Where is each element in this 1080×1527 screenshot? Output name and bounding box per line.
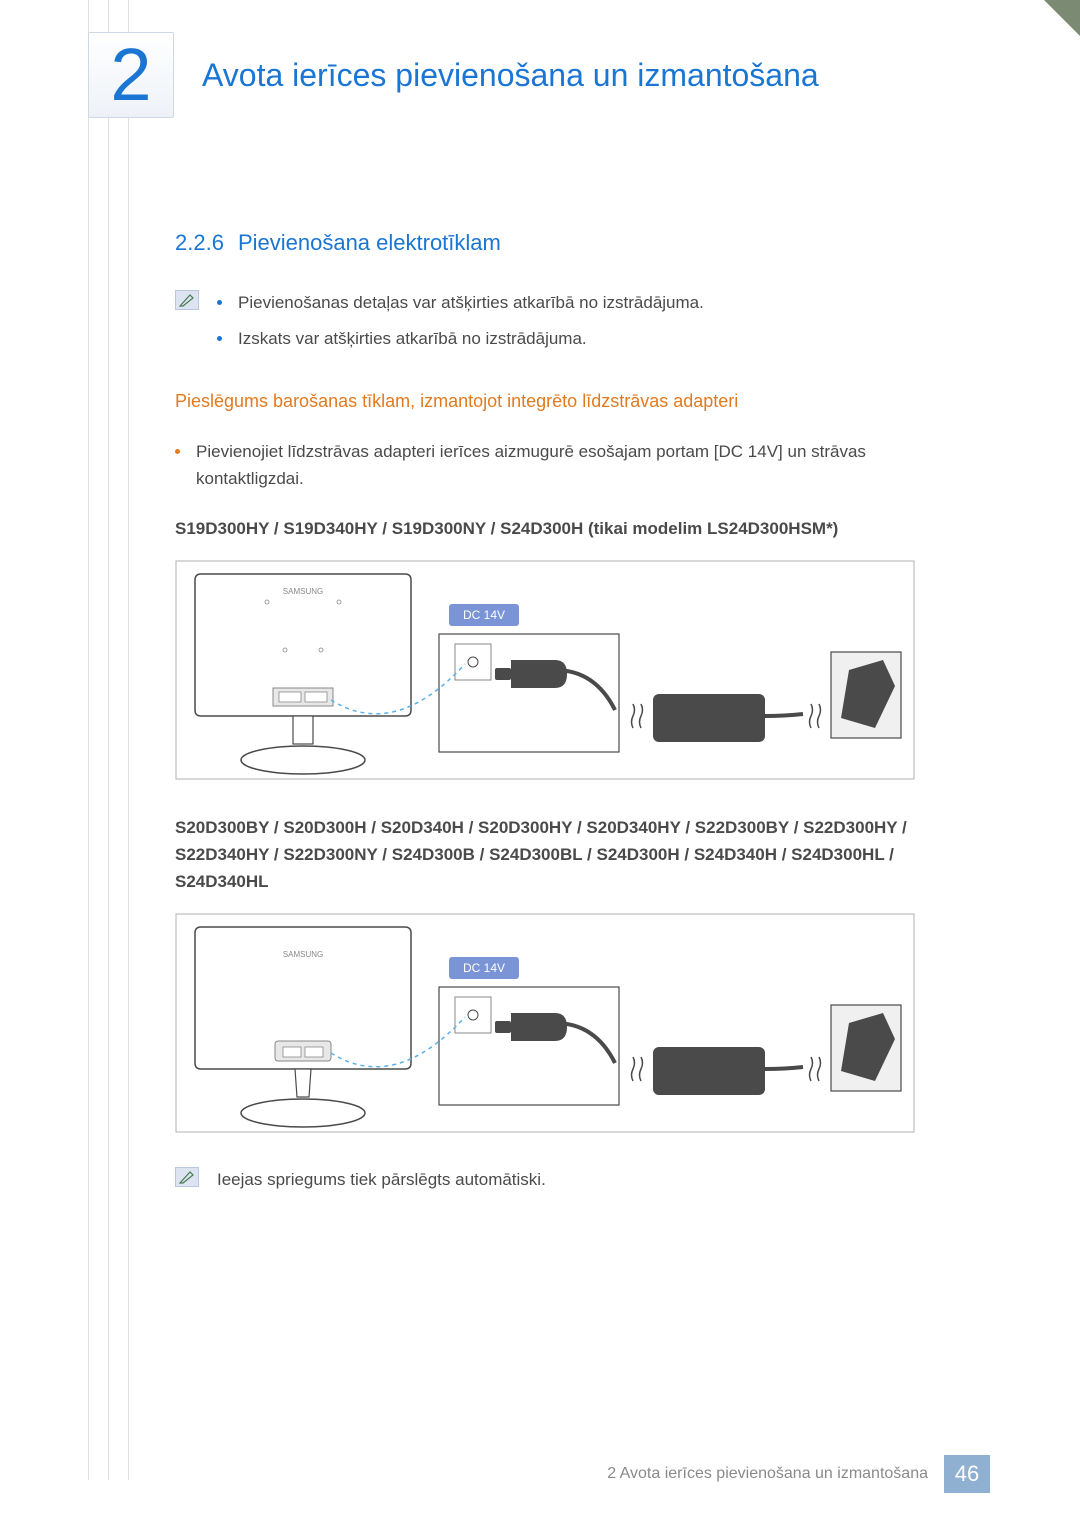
chapter-header: 2 Avota ierīces pievienošana un izmantoš… bbox=[88, 32, 819, 118]
note-text: Pievienošanas detaļas var atšķirties atk… bbox=[238, 290, 704, 316]
note-icon bbox=[175, 1167, 199, 1187]
bullet-dot bbox=[217, 336, 222, 341]
corner-decoration bbox=[1044, 0, 1080, 36]
subsection-heading: Pieslēgums barošanas tīklam, izmantojot … bbox=[175, 389, 965, 414]
vertical-rule bbox=[128, 0, 129, 1480]
body-text: Pievienojiet līdzstrāvas adapteri ierīce… bbox=[196, 438, 965, 492]
note-list: Pievienošanas detaļas var atšķirties atk… bbox=[217, 290, 965, 361]
page-number: 46 bbox=[944, 1455, 990, 1493]
note-text: Ieejas spriegums tiek pārslēgts automāti… bbox=[217, 1167, 965, 1193]
section-heading: 2.2.6 Pievienošana elektrotīklam bbox=[175, 230, 965, 256]
note-icon bbox=[175, 290, 199, 310]
note-block: Pievienošanas detaļas var atšķirties atk… bbox=[175, 290, 965, 361]
section-number: 2.2.6 bbox=[175, 230, 224, 256]
bullet-dot bbox=[217, 300, 222, 305]
note-text: Izskats var atšķirties atkarībā no izstr… bbox=[238, 326, 587, 352]
port-label: DC 14V bbox=[463, 961, 505, 975]
chapter-number-box: 2 bbox=[88, 32, 174, 118]
connection-diagram-1: SAMSUNG DC 14V bbox=[175, 560, 965, 780]
vertical-rule bbox=[88, 0, 89, 1480]
footer-text: 2 Avota ierīces pievienošana un izmantoš… bbox=[607, 1465, 928, 1483]
page-footer: 2 Avota ierīces pievienošana un izmantoš… bbox=[607, 1455, 990, 1493]
note-item: Pievienošanas detaļas var atšķirties atk… bbox=[217, 290, 965, 316]
connection-diagram-2: SAMSUNG DC 14V bbox=[175, 913, 965, 1133]
port-label: DC 14V bbox=[463, 608, 505, 622]
section-title: Pievienošana elektrotīklam bbox=[238, 230, 501, 256]
vertical-rule bbox=[108, 0, 109, 1480]
model-list: S19D300HY / S19D340HY / S19D300NY / S24D… bbox=[175, 515, 965, 542]
note-item: Izskats var atšķirties atkarībā no izstr… bbox=[217, 326, 965, 352]
bullet-dot bbox=[175, 449, 180, 454]
note-block: Ieejas spriegums tiek pārslēgts automāti… bbox=[175, 1167, 965, 1193]
chapter-number: 2 bbox=[110, 38, 151, 112]
monitor-brand-label: SAMSUNG bbox=[283, 950, 323, 959]
model-list: S20D300BY / S20D300H / S20D340H / S20D30… bbox=[175, 814, 965, 896]
body-bullet: Pievienojiet līdzstrāvas adapteri ierīce… bbox=[175, 438, 965, 492]
monitor-brand-label: SAMSUNG bbox=[283, 587, 323, 596]
chapter-title: Avota ierīces pievienošana un izmantošan… bbox=[202, 57, 819, 94]
content-area: 2.2.6 Pievienošana elektrotīklam Pievien… bbox=[175, 230, 965, 1221]
